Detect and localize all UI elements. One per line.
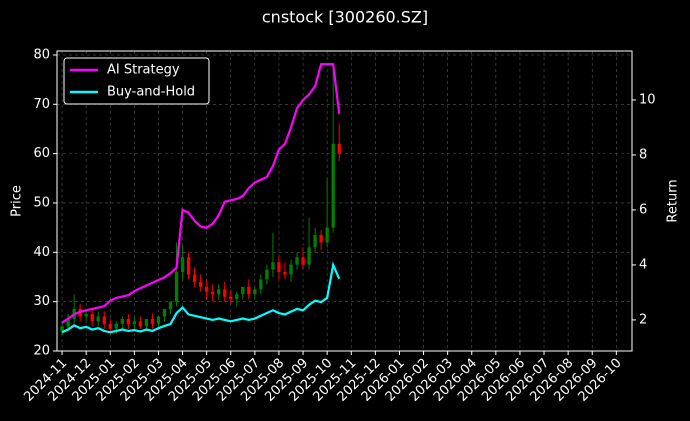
candle-body	[138, 321, 143, 327]
candle-body	[301, 257, 305, 265]
candle-body	[144, 318, 149, 327]
candle-body	[66, 318, 70, 327]
candle-body	[313, 235, 317, 248]
candle-body	[174, 272, 179, 302]
candle-body	[229, 296, 233, 300]
y-tick-label: 80	[33, 47, 50, 62]
legend-box	[63, 57, 210, 105]
y2-tick-label: 10	[639, 92, 656, 107]
candle-body	[156, 316, 161, 324]
return-line	[61, 261, 341, 334]
candle-body	[168, 301, 173, 310]
y2-tick-label: 4	[639, 257, 647, 272]
candle-body	[84, 313, 88, 317]
candle-body	[283, 272, 287, 275]
candle-body	[271, 262, 275, 270]
chart-title: cnstock [300260.SZ]	[262, 8, 428, 27]
candle-body	[102, 316, 106, 324]
candle-body	[265, 269, 269, 280]
legend-label: Buy-and-Hold	[107, 85, 195, 100]
candle-body	[325, 227, 329, 243]
y-axis-label: Price	[10, 185, 25, 217]
candle-body	[223, 289, 227, 297]
candle-body	[108, 323, 112, 329]
candle-body	[96, 316, 100, 322]
y-tick-label: 60	[33, 146, 50, 161]
candle-body	[289, 264, 293, 275]
candle-body	[277, 262, 281, 273]
candle-body	[211, 291, 215, 295]
candle-body	[126, 318, 130, 324]
y-tick-label: 20	[33, 344, 50, 359]
candle-body	[247, 286, 251, 295]
candle-body	[295, 257, 299, 265]
candle-body	[241, 286, 245, 295]
y2-tick-label: 8	[639, 147, 647, 162]
candle-body	[253, 289, 257, 295]
y2-axis-label: Return	[666, 179, 681, 222]
candle-body	[331, 143, 335, 228]
candle-body	[235, 294, 239, 300]
y-tick-label: 70	[33, 97, 50, 112]
plot-frame	[56, 50, 633, 352]
candle-body	[114, 323, 118, 329]
y2-tick-label: 6	[639, 202, 647, 217]
candle-body	[132, 321, 137, 324]
candle-body	[186, 257, 191, 275]
candle-body	[217, 289, 221, 295]
legend-label: AI Strategy	[107, 63, 180, 78]
y-tick-label: 40	[33, 245, 50, 260]
candle-body	[259, 279, 263, 290]
candle-body	[337, 143, 341, 154]
y2-tick-label: 2	[639, 312, 647, 327]
y-tick-label: 30	[33, 294, 50, 309]
candle-body	[150, 318, 155, 324]
candle-body	[319, 235, 323, 243]
y-tick-label: 50	[33, 195, 50, 210]
candle-body	[120, 318, 124, 324]
candle-body	[162, 309, 167, 317]
candle-body	[192, 274, 197, 282]
return-line	[61, 63, 341, 324]
candle-body	[204, 286, 209, 292]
candle-body	[307, 247, 311, 265]
candle-body	[90, 313, 94, 322]
candle-body	[198, 281, 203, 287]
candle-body	[180, 257, 185, 273]
candle-body	[60, 326, 64, 332]
